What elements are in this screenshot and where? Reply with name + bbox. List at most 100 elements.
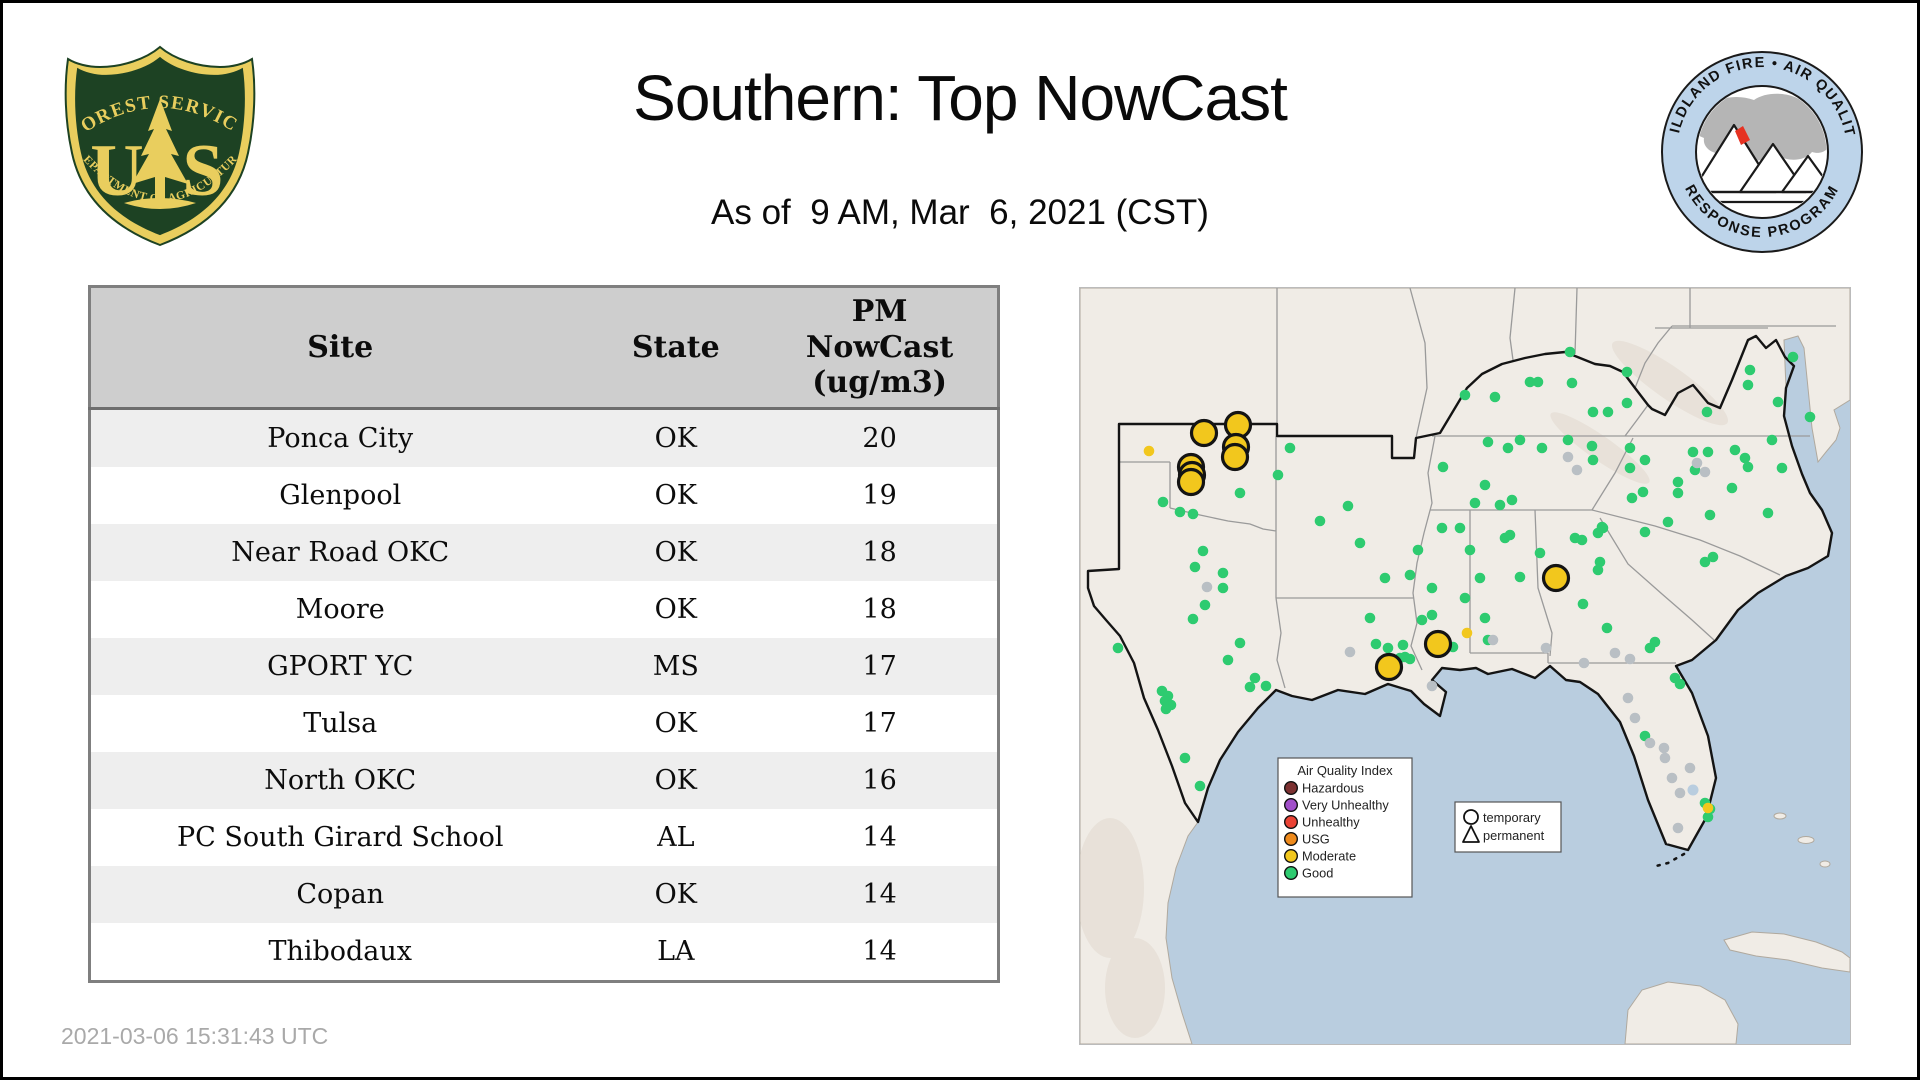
terrain-relief — [1076, 340, 1729, 1038]
station-good — [1194, 780, 1206, 792]
table-cell-site: Ponca City — [267, 423, 414, 454]
wfaqrp-logo: WILDLAND FIRE • AIR QUALITY RESPONSE PRO… — [1661, 51, 1863, 253]
table-cell-value: 17 — [862, 651, 897, 682]
bahamas-3 — [1819, 860, 1831, 868]
station-good — [1762, 507, 1774, 519]
station-good — [1744, 364, 1756, 376]
station-no-data — [1622, 692, 1634, 704]
table-cell-site: Copan — [296, 879, 385, 910]
table-cell-state: OK — [654, 879, 697, 910]
station-good — [1776, 462, 1788, 474]
column-header-pm-nowcast: PM NowCast (ug/m3) — [762, 286, 999, 410]
table-cell-site: Glenpool — [279, 480, 402, 511]
station-no-data — [1699, 466, 1711, 478]
station-good — [1426, 609, 1438, 621]
station-no-data — [1684, 762, 1696, 774]
table-cell-value: 17 — [862, 708, 897, 739]
station-moderate-temporary — [1541, 563, 1571, 593]
station-moderate-temporary — [1374, 652, 1404, 682]
station-no-data — [1426, 680, 1438, 692]
marker-legend-label: temporary — [1483, 810, 1541, 825]
legend-swatch-usg — [1283, 832, 1298, 847]
forest-service-letter-s: S — [182, 130, 223, 212]
station-good — [1514, 434, 1526, 446]
pine-tree-icon — [132, 99, 188, 199]
station-good — [1739, 452, 1751, 464]
table-row: Glenpool OK 19 — [89, 467, 999, 524]
table-cell-state: OK — [654, 708, 697, 739]
station-good — [1577, 598, 1589, 610]
station-no-data — [1666, 772, 1678, 784]
table-cell-site: Near Road OKC — [231, 537, 450, 568]
station-good — [1370, 638, 1382, 650]
station-good — [1342, 500, 1354, 512]
station-good — [1532, 376, 1544, 388]
table-cell-value: 14 — [862, 936, 897, 967]
station-good — [1587, 454, 1599, 466]
station-good — [1436, 522, 1448, 534]
station-good — [1702, 811, 1714, 823]
station-good — [1766, 434, 1778, 446]
table-header-row: Site State PM NowCast (ug/m3) — [89, 286, 999, 410]
station-good — [1637, 486, 1649, 498]
table-row: Ponca City OK 20 — [89, 408, 999, 467]
station-good — [1199, 599, 1211, 611]
station-no-data — [1672, 822, 1684, 834]
station-good — [1464, 544, 1476, 556]
table-cell-state: OK — [654, 537, 697, 568]
table-cell-value: 18 — [862, 594, 897, 625]
station-good — [1504, 529, 1516, 541]
station-good — [1662, 516, 1674, 528]
station-good — [1524, 376, 1536, 388]
station-good — [1621, 397, 1633, 409]
legend-swatch-hazardous — [1283, 781, 1298, 796]
station-good — [1674, 678, 1686, 690]
table-cell-value: 20 — [862, 423, 897, 454]
station-good — [1672, 476, 1684, 488]
station-good — [1249, 672, 1261, 684]
station-no-data — [1629, 712, 1641, 724]
legend-swatch-unhealthy — [1283, 815, 1298, 830]
temporary-marker-icon — [1463, 809, 1479, 825]
station-good — [1482, 436, 1494, 448]
station-good — [1272, 469, 1284, 481]
table-cell-state: AL — [657, 822, 695, 853]
station-good — [1379, 572, 1391, 584]
station-good — [1187, 613, 1199, 625]
station-good — [1587, 406, 1599, 418]
table-cell-state: OK — [654, 594, 697, 625]
table-row: GPORT YC MS 17 — [89, 638, 999, 695]
station-no-data — [1487, 634, 1499, 646]
table-row: Thibodaux LA 14 — [89, 923, 999, 982]
flame-mark — [1735, 126, 1750, 145]
station-good — [1594, 556, 1606, 568]
station-no-data — [1644, 737, 1656, 749]
station-good — [1397, 639, 1409, 651]
station-good — [1506, 494, 1518, 506]
station-good — [1701, 406, 1713, 418]
region-border — [1086, 334, 1834, 852]
florida-keys — [1650, 852, 1686, 869]
station-good — [1804, 411, 1816, 423]
table-cell-state: OK — [654, 423, 697, 454]
station-good — [1157, 496, 1169, 508]
generated-timestamp: 2021-03-06 15:31:43 UTC — [61, 1023, 329, 1049]
table-row: North OKC OK 16 — [89, 752, 999, 809]
station-good — [1234, 637, 1246, 649]
station-no-data — [1562, 451, 1574, 463]
southern-region-map: Air Quality Index Hazardous Very Unhealth… — [1076, 287, 1851, 1045]
station-good — [1160, 703, 1172, 715]
station-dots — [1112, 346, 1816, 834]
station-good — [1704, 509, 1716, 521]
table-cell-site: Thibodaux — [268, 936, 413, 967]
station-good — [1687, 446, 1699, 458]
station-good — [1426, 582, 1438, 594]
station-good — [1592, 564, 1604, 576]
table-cell-site: PC South Girard School — [176, 822, 504, 853]
station-good — [1742, 379, 1754, 391]
table-cell-site: North OKC — [264, 765, 417, 796]
station-good — [1244, 681, 1256, 693]
station-good — [1624, 462, 1636, 474]
station-moderate — [1143, 445, 1155, 457]
